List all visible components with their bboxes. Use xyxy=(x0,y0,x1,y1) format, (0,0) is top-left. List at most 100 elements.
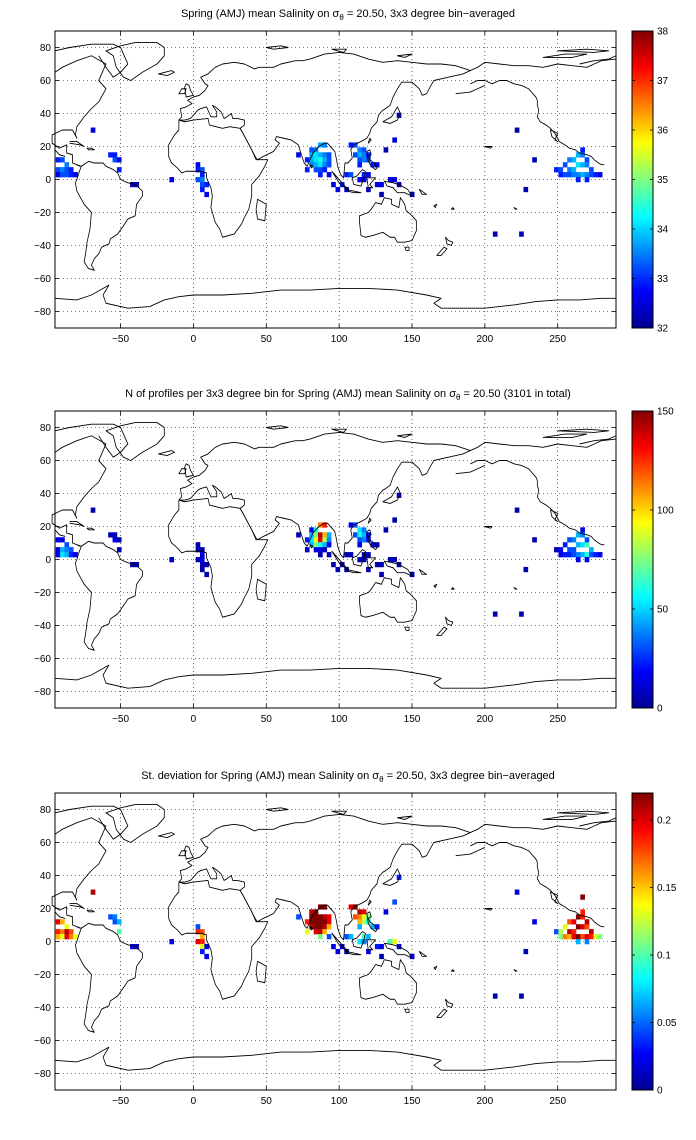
data-bin xyxy=(492,993,498,999)
data-bin xyxy=(169,557,175,563)
data-bin xyxy=(392,899,397,905)
data-bin xyxy=(73,552,78,558)
y-tick-label: 60 xyxy=(40,76,52,87)
data-bin xyxy=(584,537,590,543)
data-bin xyxy=(567,919,572,925)
data-bin xyxy=(108,532,113,538)
colorbar-tick-label: 33 xyxy=(657,274,669,285)
data-bin xyxy=(60,167,65,173)
y-tick-label: −40 xyxy=(34,1003,51,1014)
data-bin xyxy=(580,162,585,168)
data-bin xyxy=(130,181,135,188)
data-bin xyxy=(523,566,529,573)
y-tick-label: 80 xyxy=(40,43,52,54)
data-bin xyxy=(575,172,581,178)
data-bin xyxy=(199,177,205,183)
x-tick-label: 250 xyxy=(549,334,566,345)
data-bin xyxy=(348,904,354,910)
data-bin xyxy=(589,167,594,173)
data-bin xyxy=(304,919,310,925)
data-bin xyxy=(580,542,585,548)
y-tick-label: 80 xyxy=(40,423,52,434)
data-bin xyxy=(562,924,568,930)
data-bin xyxy=(195,924,201,930)
data-bin xyxy=(199,557,205,563)
data-bin xyxy=(331,943,336,950)
data-bin xyxy=(374,561,380,568)
data-bin xyxy=(326,172,332,178)
data-bin xyxy=(73,172,78,178)
y-tick-label: −60 xyxy=(34,654,51,665)
data-bin xyxy=(357,924,363,930)
data-bin xyxy=(575,552,581,558)
data-bin xyxy=(64,167,70,173)
data-bin xyxy=(116,167,122,173)
x-tick-label: 100 xyxy=(331,1096,348,1107)
data-bin xyxy=(532,157,537,163)
data-bin xyxy=(322,929,328,935)
data-bin xyxy=(357,919,363,925)
data-bin xyxy=(55,167,61,173)
data-bin xyxy=(409,953,415,960)
panel-2-title: N of profiles per 3x3 degree bin for Spr… xyxy=(0,388,696,402)
data-bin xyxy=(370,924,376,930)
data-bin xyxy=(571,167,577,173)
data-bin xyxy=(304,537,310,543)
y-tick-label: 20 xyxy=(40,522,52,533)
data-bin xyxy=(318,162,323,168)
data-bin xyxy=(361,914,367,920)
data-bin xyxy=(571,537,577,543)
data-bin xyxy=(204,181,210,188)
data-bin xyxy=(204,943,210,950)
data-bin xyxy=(204,571,210,578)
data-bin xyxy=(304,157,310,163)
data-bin xyxy=(309,152,314,158)
panel-2-title-pre: N of profiles per 3x3 degree bin for Spr… xyxy=(125,388,456,400)
data-bin xyxy=(313,157,319,163)
data-bin xyxy=(571,157,577,163)
data-bin xyxy=(112,152,118,158)
data-bin xyxy=(318,532,323,538)
data-bin xyxy=(580,532,585,538)
data-bin xyxy=(575,152,581,158)
data-bin xyxy=(322,919,328,925)
data-bin xyxy=(318,552,323,558)
data-bin xyxy=(567,934,572,940)
data-bin xyxy=(68,552,74,558)
data-bin xyxy=(318,934,323,940)
data-bin xyxy=(575,939,581,945)
data-bin xyxy=(195,542,201,548)
colorbar-tick-label: 32 xyxy=(657,324,669,335)
data-bin xyxy=(580,172,585,178)
data-bin xyxy=(562,172,568,178)
colorbar-tick-label: 0.1 xyxy=(657,951,671,962)
data-bin xyxy=(554,547,559,553)
data-bin xyxy=(567,537,572,543)
data-bin xyxy=(134,561,140,568)
data-bin xyxy=(112,919,118,925)
colorbar-tick-label: 150 xyxy=(657,407,674,418)
data-bin xyxy=(558,167,564,173)
colorbar-tick-label: 35 xyxy=(657,175,669,186)
data-bin xyxy=(326,542,332,548)
data-bin xyxy=(318,522,323,528)
data-bin xyxy=(318,142,323,148)
data-bin xyxy=(562,542,568,548)
data-bin xyxy=(492,231,498,237)
data-bin xyxy=(366,532,371,538)
y-tick-label: 0 xyxy=(45,937,51,948)
data-bin xyxy=(366,948,371,955)
data-bin xyxy=(361,934,367,940)
data-bin xyxy=(558,929,564,935)
data-bin xyxy=(352,904,358,910)
data-bin xyxy=(326,157,332,163)
data-bin xyxy=(73,934,78,940)
data-bin xyxy=(313,924,319,930)
data-bin xyxy=(562,162,568,168)
data-bin xyxy=(352,522,358,528)
data-bin xyxy=(396,492,402,498)
colorbar-tick-label: 37 xyxy=(657,76,669,87)
data-bin xyxy=(361,157,367,163)
data-bin xyxy=(204,191,210,198)
